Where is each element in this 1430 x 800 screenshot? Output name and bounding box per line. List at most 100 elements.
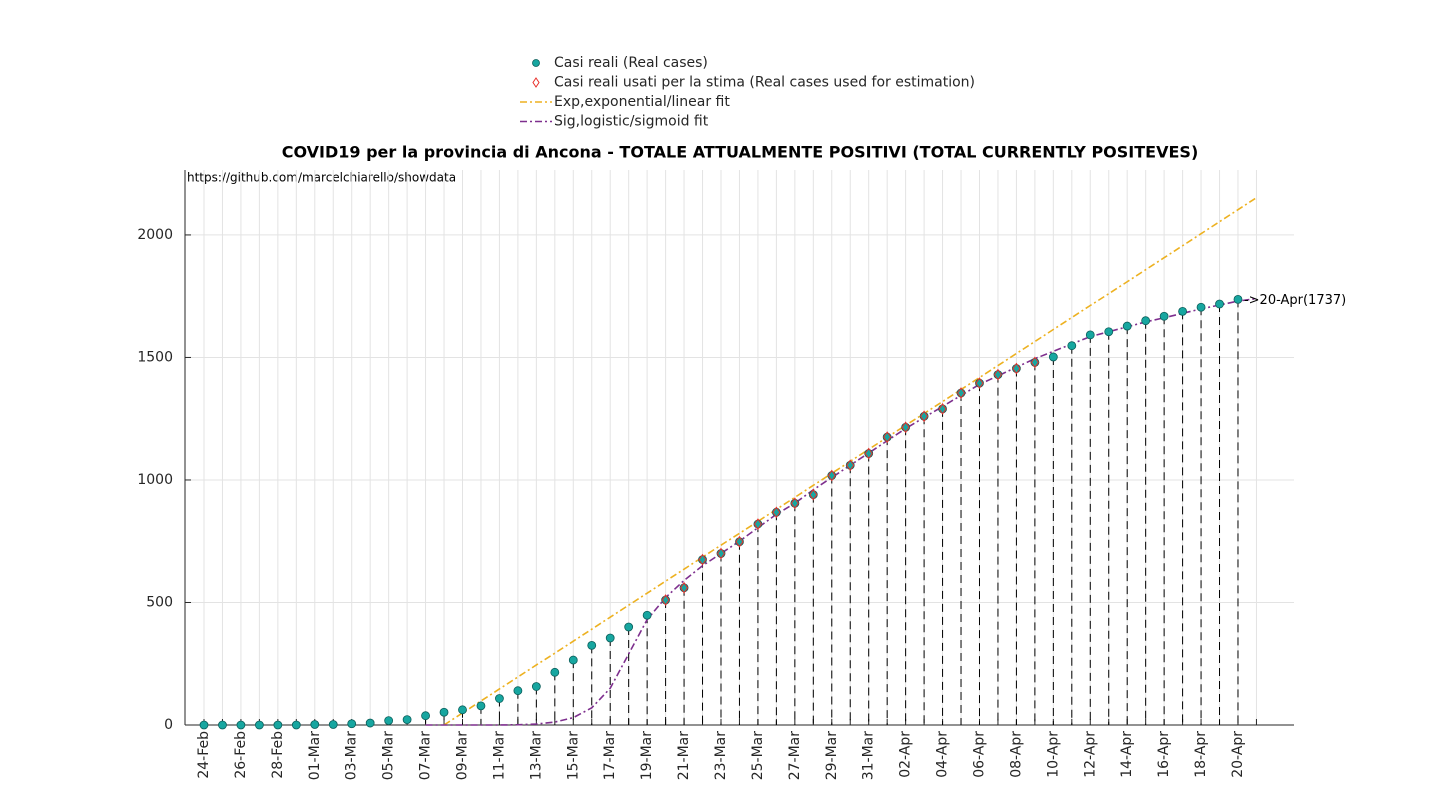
data-point: [421, 711, 430, 721]
data-point: [550, 667, 560, 677]
y-tick-label: 2000: [137, 227, 173, 243]
x-tick-label: 08-Apr: [1008, 731, 1024, 778]
estimation-point: [864, 447, 873, 460]
data-point: [1067, 341, 1077, 351]
data-point: [1085, 330, 1095, 340]
x-tick-label: 20-Apr: [1230, 731, 1246, 778]
data-point: [1196, 302, 1206, 312]
estimation-point: [790, 497, 799, 510]
annotation: ->20-Apr(1737): [1244, 293, 1346, 308]
x-tick-label: 14-Apr: [1119, 731, 1135, 778]
estimation-point: [716, 547, 726, 560]
data-point: [347, 719, 357, 729]
estimation-point: [679, 581, 689, 594]
estimation-point: [1030, 356, 1039, 369]
x-tick-label: 27-Mar: [787, 731, 803, 781]
y-tick-label: 500: [146, 594, 173, 610]
data-point: [531, 682, 541, 691]
data-point: [1012, 364, 1021, 373]
estimation-point: [661, 594, 670, 606]
data-point: [365, 718, 375, 728]
data-point: [199, 720, 209, 730]
legend-label: Exp,exponential/linear fit: [554, 94, 730, 110]
data-point: [716, 549, 726, 558]
data-point: [642, 610, 652, 620]
legend-label: Casi reali (Real cases): [554, 55, 708, 71]
data-point: [1122, 321, 1132, 331]
data-point: [605, 633, 615, 643]
data-point: [882, 432, 892, 442]
x-tick-label: 23-Mar: [713, 731, 729, 781]
x-tick-label: 04-Apr: [935, 731, 951, 778]
estimation-point: [753, 518, 763, 530]
x-tick-label: 13-Mar: [528, 731, 544, 781]
data-point: [698, 555, 707, 565]
data-point: [679, 583, 689, 593]
estimation-point: [735, 535, 744, 548]
x-tick-label: 16-Apr: [1156, 731, 1172, 778]
chart-title: COVID19 per la provincia di Ancona - TOT…: [282, 143, 1199, 162]
x-tick-label: 10-Apr: [1045, 731, 1061, 778]
data-point: [310, 720, 320, 729]
data-point: [661, 595, 670, 605]
estimation-point: [1012, 362, 1021, 375]
x-tick-label: 31-Mar: [861, 731, 877, 781]
data-point: [1233, 294, 1243, 304]
source-note: https://github.com/marcelchiarello/showd…: [187, 171, 456, 185]
y-tick-label: 0: [164, 717, 173, 733]
x-tick-label: 12-Apr: [1082, 731, 1098, 778]
legend: Casi reali (Real cases) Casi reali usati …: [520, 55, 975, 130]
x-tick-label: 11-Mar: [491, 731, 507, 781]
x-tick-label: 05-Mar: [381, 731, 397, 781]
data-point: [1030, 357, 1040, 367]
x-tick-label: 09-Mar: [454, 731, 470, 781]
data-point: [254, 720, 264, 730]
data-point: [273, 720, 283, 730]
y-tick-label: 1500: [137, 349, 173, 365]
data-point: [1048, 352, 1058, 362]
data-point: [1178, 306, 1187, 316]
data-point: [919, 411, 929, 421]
data-point: [1141, 316, 1151, 326]
data-point: [568, 655, 578, 665]
estimation-point: [772, 506, 781, 519]
data-point: [864, 449, 874, 458]
x-tick-label: 24-Feb: [196, 731, 212, 779]
data-point: [384, 716, 394, 725]
data-point: [291, 720, 301, 730]
data-point: [624, 622, 634, 632]
data-point: [956, 388, 966, 398]
data-point: [808, 490, 818, 500]
data-point: [901, 422, 911, 432]
data-point: [1215, 299, 1224, 309]
x-tick-label: 29-Mar: [824, 731, 840, 781]
data-point: [439, 707, 449, 717]
x-tick-label: 25-Mar: [750, 731, 766, 781]
data-point: [495, 694, 504, 703]
x-tick-label: 15-Mar: [565, 731, 581, 781]
data-point: [458, 705, 467, 715]
x-tick-label: 01-Mar: [307, 731, 323, 781]
x-tick-label: 02-Apr: [898, 731, 914, 778]
data-point: [513, 686, 523, 696]
estimation-point: [919, 410, 929, 423]
fit-line: [425, 297, 1257, 726]
legend-label: Sig,logistic/sigmoid fit: [554, 114, 709, 130]
x-tick-label: 03-Mar: [344, 731, 360, 781]
data-point: [790, 498, 800, 508]
legend-marker: [532, 59, 540, 67]
data-point: [1159, 311, 1169, 321]
data-point: [845, 460, 855, 470]
estimation-point: [883, 431, 892, 443]
estimation-point: [846, 459, 855, 472]
x-tick-label: 17-Mar: [602, 731, 618, 781]
data-point: [587, 640, 597, 650]
data-point: [328, 720, 338, 729]
x-tick-label: 06-Apr: [971, 731, 987, 778]
data-point: [236, 720, 246, 730]
estimation-point: [956, 387, 966, 399]
legend-label: Casi reali usati per la stima (Real case…: [554, 75, 975, 91]
data-point: [938, 404, 947, 414]
estimation-point: [698, 553, 707, 566]
